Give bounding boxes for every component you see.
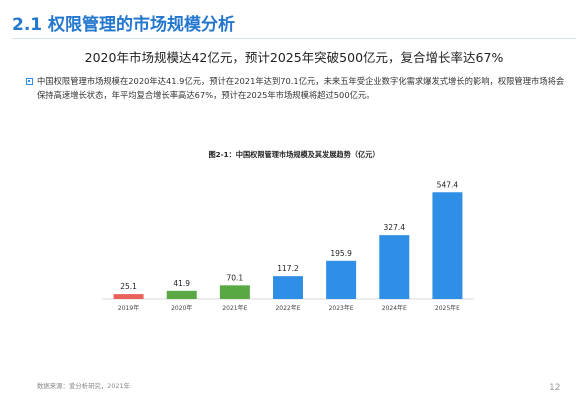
x-tick-label-1: 2020年 <box>171 304 192 312</box>
data-label-3: 117.2 <box>277 264 299 273</box>
headline: 2020年市场规模达42亿元，预计2025年突破500亿元，复合增长率达67% <box>84 50 504 65</box>
bar-5 <box>379 235 410 299</box>
title-divider <box>12 38 576 39</box>
data-label-2: 70.1 <box>227 273 244 282</box>
data-label-4: 195.9 <box>330 249 352 258</box>
data-label-6: 547.4 <box>437 180 459 189</box>
bar-4 <box>326 260 357 299</box>
bar-1 <box>166 290 197 299</box>
bar-chart: 25.1 2019年 41.9 2020年 70.1 2021年E 117.2 2022年E 1… <box>102 180 474 312</box>
x-tick-label-4: 2023年E <box>329 304 354 312</box>
x-tick-label-2: 2021年E <box>222 304 247 312</box>
summary-paragraph: 中国权限管理市场规模在2020年达41.9亿元，预计在2021年达到70.1亿元… <box>37 76 565 100</box>
x-tick-label-5: 2024年E <box>382 304 407 312</box>
source-note: 数据来源：爱分析研究，2021年 <box>37 382 130 390</box>
data-label-0: 25.1 <box>120 282 137 291</box>
chart-title: 图2-1：中国权限管理市场规模及其发展趋势（亿元） <box>208 150 380 159</box>
x-tick-label-0: 2019年 <box>118 304 139 312</box>
data-label-5: 327.4 <box>384 223 406 232</box>
bar-3 <box>273 276 303 299</box>
page-title: 2.1 权限管理的市场规模分析 <box>12 15 236 35</box>
bullet-square-icon <box>26 78 33 85</box>
bar-0 <box>113 294 144 299</box>
page-number: 12 <box>549 383 561 393</box>
data-label-1: 41.9 <box>173 279 190 288</box>
bar-6 <box>432 192 463 299</box>
x-tick-label-6: 2025年E <box>435 304 460 312</box>
x-tick-label-3: 2022年E <box>275 304 300 312</box>
bar-2 <box>219 285 250 299</box>
